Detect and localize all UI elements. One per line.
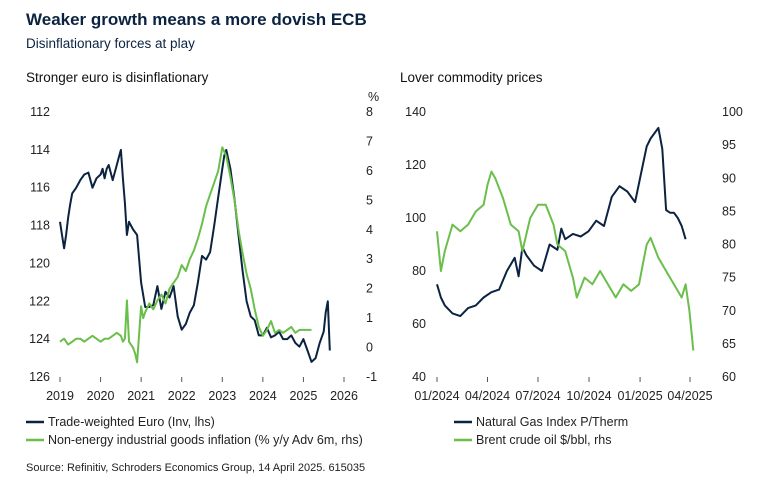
right-series-line-0 xyxy=(436,126,687,318)
right-x-tick-4: 01/2025 xyxy=(617,389,662,403)
right-x-tick-0: 01/2024 xyxy=(414,389,459,403)
left-rhs-unit: % xyxy=(368,90,379,104)
left-rhs-tick-8: 7 xyxy=(366,134,373,148)
right-rhs-tick-8: 100 xyxy=(722,105,743,119)
right-rhs-tick-1: 65 xyxy=(722,337,736,351)
left-rhs-tick-7: 6 xyxy=(366,164,373,178)
right-rhs-tick-0: 60 xyxy=(722,370,736,384)
right-x-tick-3: 10/2024 xyxy=(566,389,611,403)
left-x-tick-0: 2019 xyxy=(46,389,74,403)
source-note: Source: Refinitiv, Schroders Economics G… xyxy=(26,462,366,474)
left-rhs-tick-1: 0 xyxy=(366,341,373,355)
left-rhs-tick-2: 1 xyxy=(366,311,373,325)
left-rhs-tick-0: -1 xyxy=(366,370,377,384)
right-rhs-tick-6: 90 xyxy=(722,171,736,185)
chart-subtitle: Disinflationary forces at play xyxy=(26,36,195,51)
right-rhs-tick-2: 70 xyxy=(722,304,736,318)
right-rhs-tick-4: 80 xyxy=(722,238,736,252)
left-series-line-0 xyxy=(59,148,331,363)
left-x-tick-7: 2026 xyxy=(330,389,358,403)
left-legend-label-0: Trade-weighted Euro (Inv, lhs) xyxy=(48,415,215,429)
left-y-tick-5: 122 xyxy=(29,294,50,308)
left-y-tick-6: 124 xyxy=(29,332,50,346)
left-y-tick-2: 116 xyxy=(30,181,50,195)
left-x-tick-5: 2024 xyxy=(249,389,277,403)
right-y-tick-5: 140 xyxy=(405,105,426,119)
left-x-tick-1: 2020 xyxy=(87,389,115,403)
left-x-tick-2: 2021 xyxy=(127,389,155,403)
left-x-tick-4: 2023 xyxy=(208,389,236,403)
left-rhs-tick-4: 3 xyxy=(366,252,373,266)
chart-title: Weaker growth means a more dovish ECB xyxy=(26,10,367,29)
left-y-tick-0: 112 xyxy=(30,105,50,119)
left-y-tick-7: 126 xyxy=(29,370,50,384)
right-rhs-tick-3: 75 xyxy=(722,271,736,285)
right-series-line-1 xyxy=(436,170,695,351)
right-legend-label-0: Natural Gas Index P/Therm xyxy=(476,415,628,429)
left-x-tick-6: 2025 xyxy=(290,389,318,403)
right-x-tick-2: 07/2024 xyxy=(515,389,560,403)
right-y-tick-1: 60 xyxy=(412,317,426,331)
right-y-tick-4: 120 xyxy=(405,158,426,172)
left-rhs-tick-5: 4 xyxy=(366,223,373,237)
left-rhs-tick-9: 8 xyxy=(366,105,373,119)
right-x-tick-1: 04/2024 xyxy=(465,389,510,403)
left-rhs-tick-6: 5 xyxy=(366,193,373,207)
left-rhs-tick-3: 2 xyxy=(366,282,373,296)
right-x-tick-5: 04/2025 xyxy=(667,389,712,403)
right-rhs-tick-5: 85 xyxy=(722,204,736,218)
left-y-tick-3: 118 xyxy=(30,219,50,233)
left-legend-label-1: Non-energy industrial goods inflation (%… xyxy=(48,433,363,447)
right-rhs-tick-7: 95 xyxy=(722,138,736,152)
left-y-tick-4: 120 xyxy=(29,256,50,270)
left-series-line-1 xyxy=(59,146,312,364)
right-y-tick-3: 100 xyxy=(405,211,426,225)
right-y-tick-0: 40 xyxy=(412,370,426,384)
right-panel-title: Lover commodity prices xyxy=(400,70,543,85)
right-y-tick-2: 80 xyxy=(412,264,426,278)
left-panel-title: Stronger euro is disinflationary xyxy=(26,70,209,85)
left-y-tick-1: 114 xyxy=(30,143,50,157)
right-legend-label-1: Brent crude oil $/bbl, rhs xyxy=(476,433,612,447)
left-x-tick-3: 2022 xyxy=(168,389,196,403)
